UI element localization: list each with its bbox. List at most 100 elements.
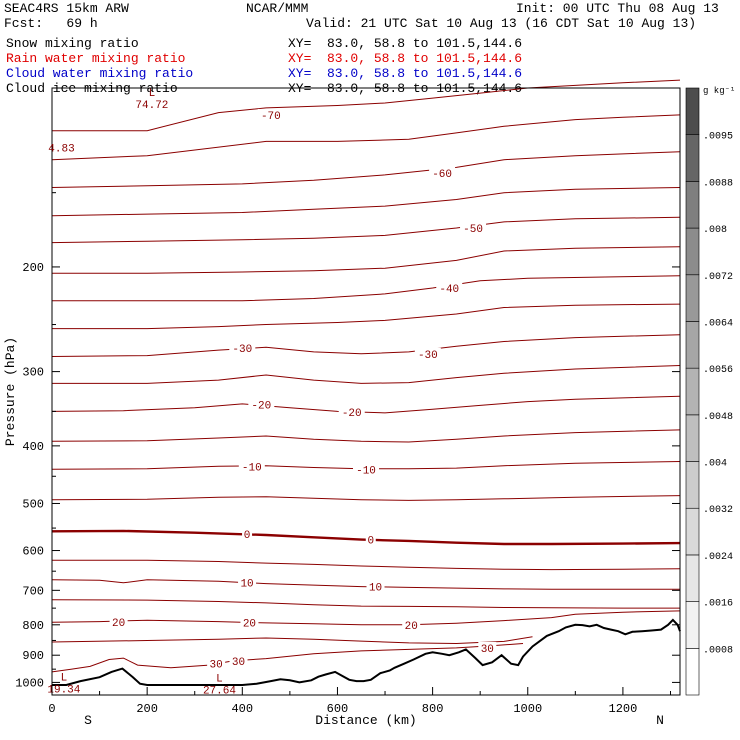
center-name: NCAR/MMM (246, 1, 309, 16)
contour-label-bg (402, 618, 421, 631)
model-title: SEAC4RS 15km ARW (4, 1, 129, 16)
contour-line--45 (52, 246, 681, 274)
legend-rain-xy: XY= 83.0, 58.8 to 101.5,144.6 (288, 51, 523, 66)
legend-cloudwater-name: Cloud water mixing ratio (6, 66, 194, 81)
contour-label-bg (414, 347, 441, 360)
colorbar-level-label: .0024 (703, 552, 733, 563)
contour-label: 20 (243, 619, 256, 631)
colorbar-level-label: .0032 (703, 505, 733, 516)
extreme-value: 19.34 (47, 684, 80, 696)
contour-line--50 (51, 216, 681, 244)
contour-label: 0 (244, 530, 251, 542)
contour-label-bg (229, 342, 256, 355)
contour-line--30 (51, 334, 681, 357)
legend-snow-xy: XY= 83.0, 58.8 to 101.5,144.6 (288, 36, 523, 51)
contour-label-bg (238, 460, 265, 473)
colorbar-swatch (685, 601, 700, 649)
colorbar-level-label: .0016 (703, 599, 733, 610)
extreme-symbol: L (61, 672, 68, 684)
y-tick-label: 200 (22, 261, 44, 275)
endpoint-label-right: N (656, 713, 664, 728)
y-tick-label: 1000 (15, 676, 44, 690)
contour-line--25 (52, 365, 681, 384)
x-tick-label: 1000 (513, 702, 542, 716)
contour-lines (51, 79, 681, 673)
y-tick-label: 500 (22, 497, 44, 511)
colorbar-level-label: .0088 (703, 178, 733, 189)
legend-snow-name: Snow mixing ratio (6, 36, 139, 51)
extreme-symbol: L (216, 674, 223, 686)
legend-cloudwater-xy: XY= 83.0, 58.8 to 101.5,144.6 (288, 66, 523, 81)
contour-label: -60 (432, 169, 452, 181)
extreme-symbol: L (149, 88, 156, 100)
x-tick-label: 400 (231, 702, 253, 716)
contour-line--20 (51, 395, 681, 414)
y-tick-label: 700 (22, 584, 44, 598)
colorbar-swatch (685, 554, 700, 602)
contour-line--35 (52, 303, 681, 330)
colorbar-level-label: .004 (703, 459, 727, 470)
colorbar-level-label: .008 (703, 225, 727, 236)
colorbar-swatch (685, 507, 700, 556)
contour-line-15 (51, 599, 680, 609)
contour-label-bg (242, 528, 253, 541)
contour-label-bg (353, 463, 379, 476)
x-tick-label: 0 (48, 702, 55, 716)
contour-label: -50 (463, 224, 483, 236)
colorbar-swatch (685, 134, 700, 182)
colorbar-level-label: .0072 (703, 272, 733, 283)
colorbar-swatch (685, 87, 700, 135)
colorbar-swatch (685, 274, 700, 322)
contour-label: 10 (240, 578, 253, 590)
y-tick-label: 600 (22, 545, 44, 559)
y-tick-label: 900 (22, 649, 44, 663)
x-tick-label: 600 (327, 702, 349, 716)
terrain-profile (52, 618, 681, 695)
colorbar-swatch (685, 461, 700, 509)
contour-label-bg (240, 616, 259, 629)
contour-line-20 (51, 610, 681, 626)
x-tick-label: 1200 (609, 702, 638, 716)
contour-label: -70 (261, 111, 281, 123)
contour-label-bg (365, 533, 376, 546)
legend-rain-name: Rain water mixing ratio (6, 51, 186, 66)
colorbar-swatch (685, 414, 700, 462)
contour-label: -10 (242, 462, 262, 474)
contour-label: 20 (405, 621, 418, 633)
contour-line--60 (51, 151, 681, 188)
contour-label-bg (436, 281, 463, 294)
colorbar-swatch (685, 321, 700, 369)
contour-line--40 (52, 275, 681, 302)
contour-labels: -70 -60 -50 -40 -30 -30 -20 -20 -10 -10 0 0 10 10 20 20… (47, 88, 497, 698)
contour-label: -40 (439, 284, 459, 296)
y-tick-label: 300 (22, 366, 44, 380)
contour-label-bg (248, 398, 275, 411)
contour-label: 0 (367, 536, 374, 548)
valid-time: Valid: 21 UTC Sat 10 Aug 13 (16 CDT Sat … (306, 16, 697, 31)
colorbar-level-label: .0056 (703, 365, 733, 376)
contour-label: -20 (251, 401, 271, 413)
contour-label: -10 (356, 465, 376, 477)
y-axis-title: Pressure (hPa) (3, 337, 18, 446)
contour-label-bg (338, 406, 365, 419)
contour-label-bg (429, 167, 456, 180)
forecast-hour: Fcst: 69 h (4, 16, 98, 31)
contour-label-bg (478, 641, 497, 654)
plot-frame (51, 87, 681, 696)
contour-label: -20 (342, 408, 362, 420)
contour-label-bg (238, 576, 257, 589)
contour-label: -30 (232, 344, 252, 356)
contour-label-bg (366, 580, 385, 593)
axes: 0 200 400 600 800 1000 12002003004005006007008… (3, 192, 680, 728)
colorbar-swatch (685, 648, 700, 696)
colorbar-level-label: .0064 (703, 318, 733, 329)
contour-line--70 (52, 79, 681, 132)
contour-label-bg (109, 615, 128, 628)
colorbar-swatch (685, 227, 700, 276)
colorbar-level-label: .0008 (703, 645, 733, 656)
colorbar-unit: g kg⁻¹ (703, 86, 735, 96)
colorbar-level-label: .0048 (703, 412, 733, 423)
contour-line--5 (51, 495, 681, 501)
extreme-value: 27.64 (203, 686, 236, 698)
